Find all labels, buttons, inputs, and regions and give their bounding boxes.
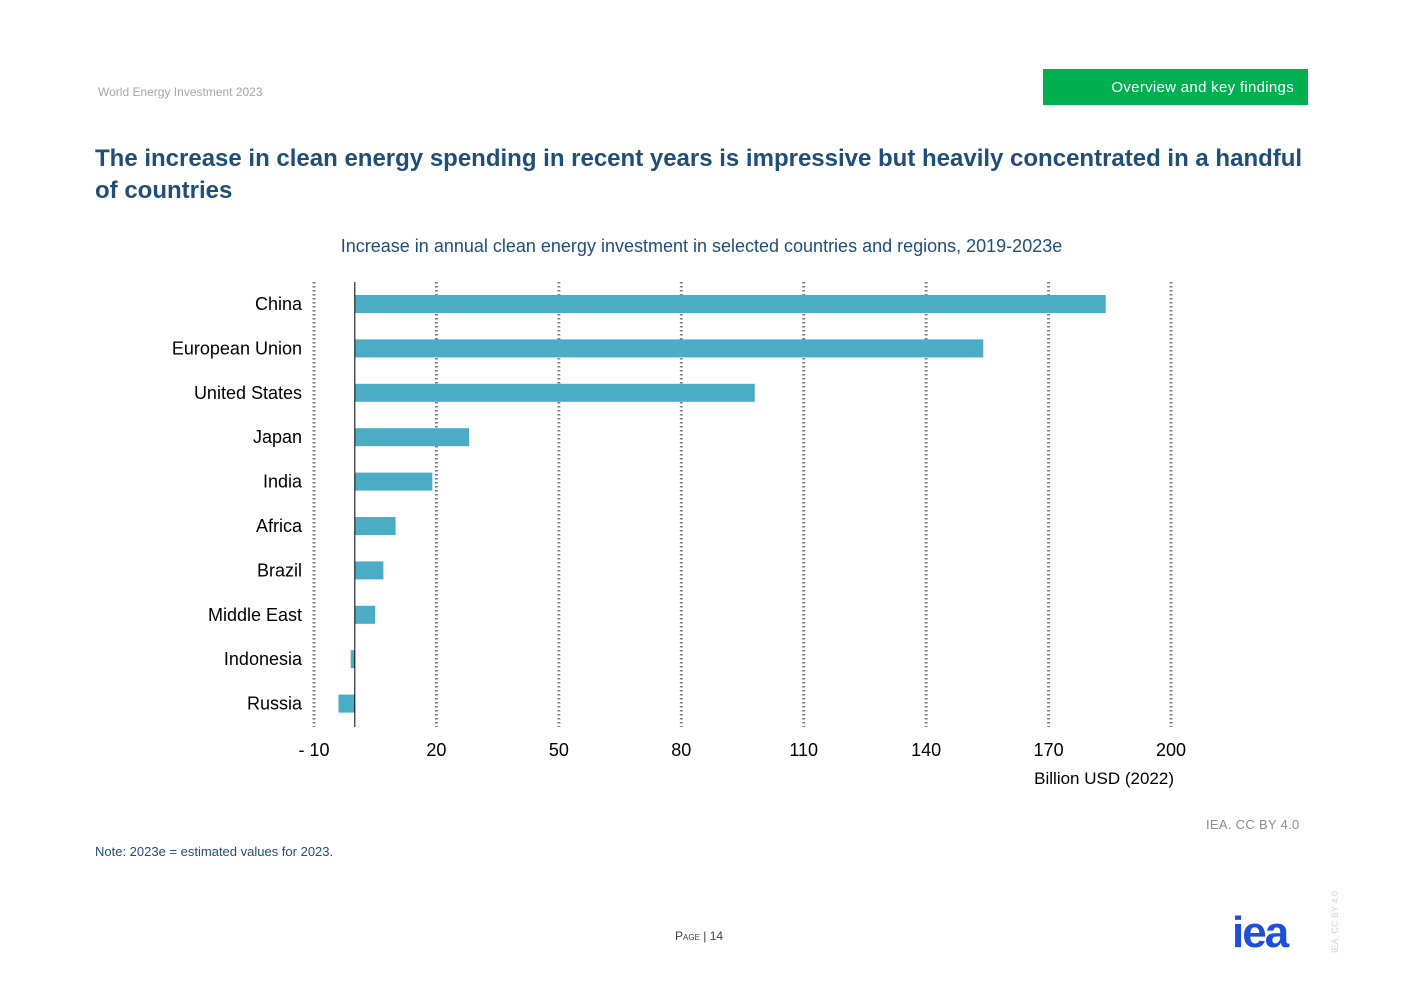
chart-title: Increase in annual clean energy investme… xyxy=(340,236,1063,256)
section-tag[interactable]: Overview and key findings xyxy=(1043,69,1308,105)
category-labels: China European Union United States Japan Ind… xyxy=(172,294,303,714)
page-label: Page xyxy=(675,929,700,943)
x-tick-label: 80 xyxy=(671,740,691,760)
category-label: India xyxy=(263,472,303,492)
x-axis-label: Billion USD (2022) xyxy=(1034,769,1174,788)
category-label: Russia xyxy=(247,694,303,714)
side-license: IEA. CC BY 4.0 xyxy=(1330,891,1340,953)
x-tick-label: 50 xyxy=(549,740,569,760)
document-title: World Energy Investment 2023 xyxy=(98,85,263,99)
bar[interactable] xyxy=(354,383,755,402)
category-label: China xyxy=(255,294,303,314)
bar[interactable] xyxy=(354,605,376,624)
category-label: Indonesia xyxy=(224,649,303,669)
x-tick-label: 140 xyxy=(911,740,941,760)
bar[interactable] xyxy=(354,472,433,491)
category-label: Africa xyxy=(256,516,303,536)
chart-note: Note: 2023e = estimated values for 2023. xyxy=(95,844,334,859)
credit-text: IEA. CC BY 4.0 xyxy=(1206,817,1300,832)
bar[interactable] xyxy=(354,295,1106,313)
x-tick-label: 200 xyxy=(1156,740,1186,760)
iea-logo-text: iea xyxy=(1232,915,1290,951)
category-label: Japan xyxy=(253,427,302,447)
page-headline: The increase in clean energy spending in… xyxy=(95,145,1303,204)
x-tick-label: 170 xyxy=(1034,740,1064,760)
bar[interactable] xyxy=(354,561,384,580)
bar[interactable] xyxy=(354,517,396,535)
page-number-value: | 14 xyxy=(703,929,724,943)
bar[interactable] xyxy=(350,650,355,669)
x-tick-labels: - 10 20 50 80 110 140 170 200 xyxy=(298,740,1186,760)
bars xyxy=(338,295,1106,713)
category-label: European Union xyxy=(172,338,302,358)
category-label: Middle East xyxy=(208,605,302,625)
category-label: United States xyxy=(194,383,302,403)
page-number: Page | 14 xyxy=(675,929,723,943)
bar[interactable] xyxy=(338,694,355,713)
category-label: Brazil xyxy=(257,560,302,580)
bar[interactable] xyxy=(354,339,984,358)
x-tick-label: - 10 xyxy=(298,740,329,760)
x-tick-label: 20 xyxy=(426,740,446,760)
iea-logo[interactable]: iea xyxy=(1232,915,1310,951)
x-tick-label: 110 xyxy=(789,740,818,760)
bar[interactable] xyxy=(354,428,470,447)
